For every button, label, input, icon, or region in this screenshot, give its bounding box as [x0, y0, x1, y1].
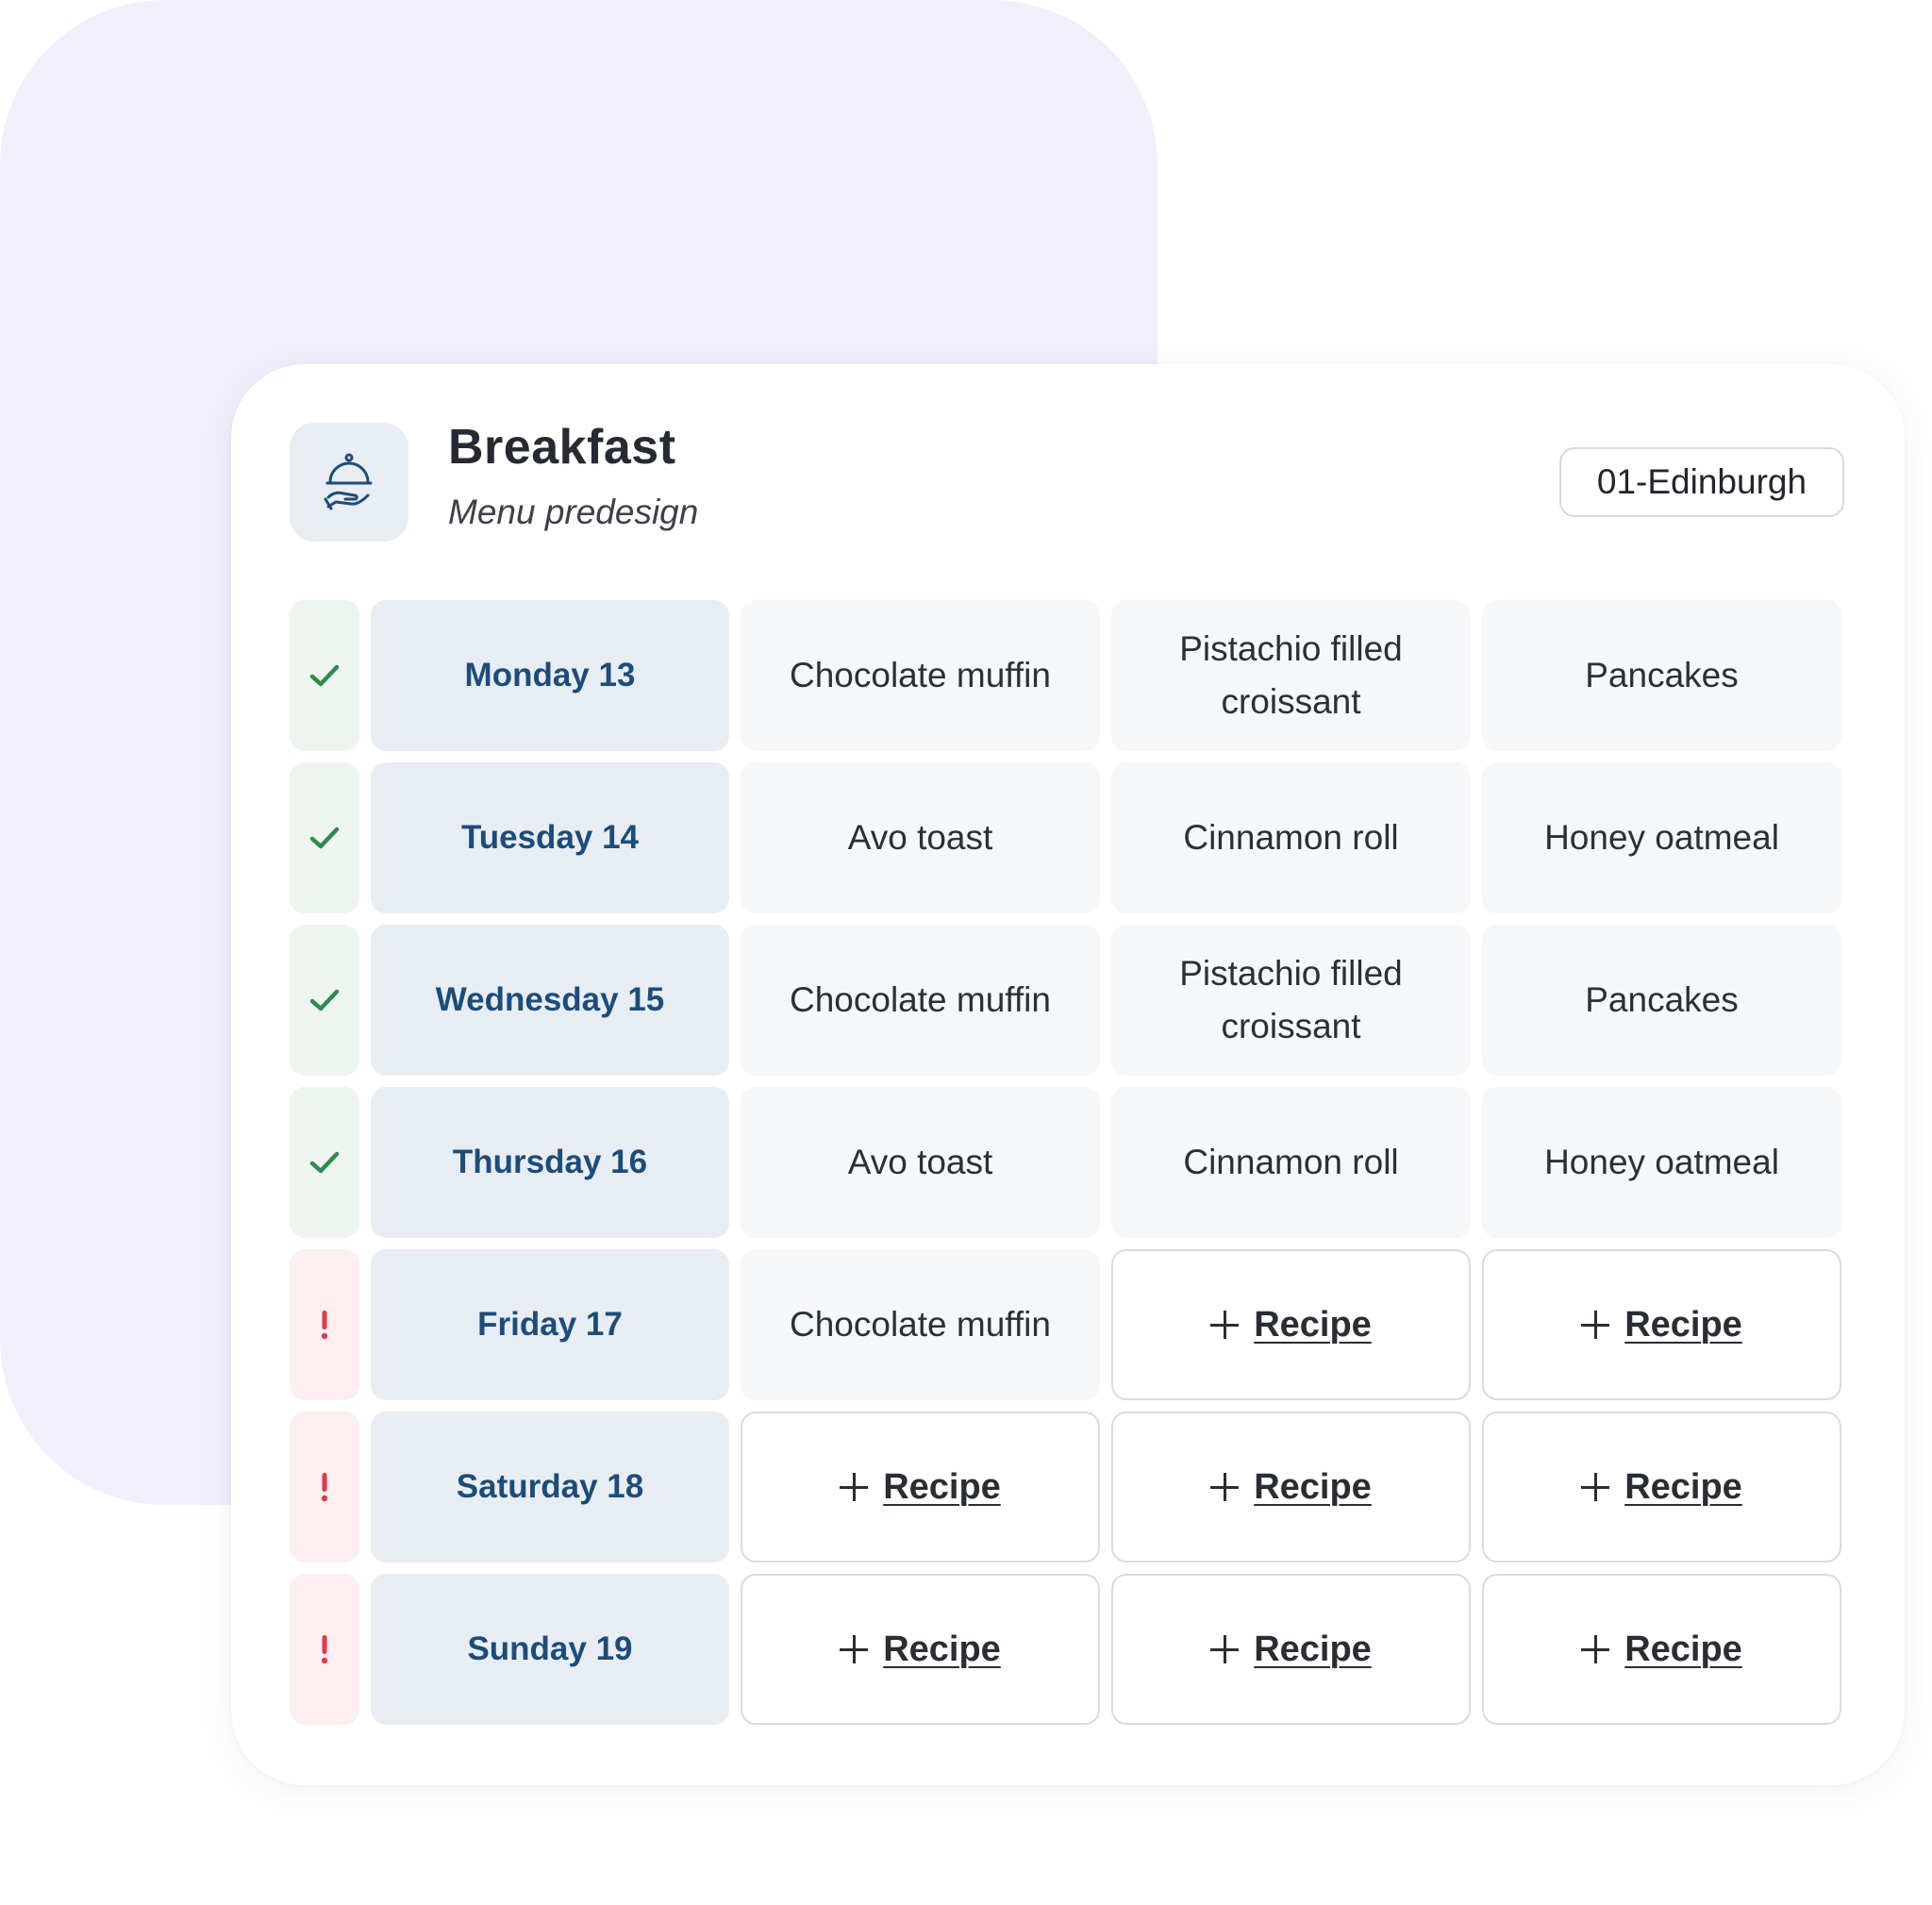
- status-complete: [290, 925, 359, 1076]
- status-incomplete: [290, 1574, 359, 1725]
- meal-cell[interactable]: Chocolate muffin: [741, 1249, 1100, 1400]
- add-recipe-button[interactable]: Recipe: [741, 1574, 1100, 1725]
- check-icon: [309, 1151, 340, 1174]
- header-icon-box: [290, 423, 408, 542]
- page-title: Breakfast: [448, 420, 676, 475]
- location-selector[interactable]: 01-Edinburgh: [1559, 447, 1844, 517]
- add-recipe-label: Recipe: [1624, 1304, 1742, 1345]
- add-recipe-label: Recipe: [1254, 1629, 1372, 1669]
- day-label: Wednesday 15: [371, 925, 729, 1076]
- meal-cell[interactable]: Pancakes: [1482, 600, 1841, 751]
- plus-icon: [1581, 1635, 1610, 1663]
- status-incomplete: [290, 1412, 359, 1562]
- plus-icon: [1581, 1473, 1610, 1501]
- meal-cell[interactable]: Honey oatmeal: [1482, 1087, 1841, 1238]
- menu-grid: Monday 13 Chocolate muffin Pistachio fille…: [290, 600, 1844, 1725]
- day-label: Friday 17: [371, 1249, 729, 1400]
- plus-icon: [840, 1473, 869, 1501]
- plus-icon: [1210, 1473, 1240, 1501]
- meal-cell[interactable]: Pistachio filled croissant: [1111, 600, 1471, 751]
- meal-cell[interactable]: Honey oatmeal: [1482, 762, 1841, 913]
- meal-cell[interactable]: Cinnamon roll: [1111, 1087, 1471, 1238]
- status-complete: [290, 1087, 359, 1238]
- meal-cell[interactable]: Pancakes: [1482, 925, 1841, 1076]
- menu-row: Sunday 19 Recipe Recipe Recipe: [290, 1574, 1844, 1725]
- menu-row: Friday 17 Chocolate muffin Recipe Recipe: [290, 1249, 1844, 1400]
- meal-cell[interactable]: Avo toast: [741, 1087, 1100, 1238]
- serving-cloche-icon: [324, 453, 373, 510]
- exclamation-icon: [321, 1311, 328, 1340]
- add-recipe-button[interactable]: Recipe: [1111, 1412, 1471, 1562]
- day-label: Sunday 19: [371, 1574, 729, 1725]
- status-complete: [290, 762, 359, 913]
- menu-row: Thursday 16 Avo toast Cinnamon roll Honey o…: [290, 1087, 1844, 1238]
- add-recipe-button[interactable]: Recipe: [1111, 1574, 1471, 1725]
- plus-icon: [1581, 1311, 1610, 1339]
- add-recipe-button[interactable]: Recipe: [741, 1412, 1100, 1562]
- exclamation-icon: [321, 1473, 328, 1502]
- add-recipe-button[interactable]: Recipe: [1482, 1412, 1841, 1562]
- add-recipe-button[interactable]: Recipe: [1482, 1574, 1841, 1725]
- add-recipe-label: Recipe: [1624, 1629, 1742, 1669]
- exclamation-icon: [321, 1635, 328, 1664]
- menu-card: Breakfast Menu predesign 01-Edinburgh Mo…: [231, 364, 1905, 1785]
- menu-row: Wednesday 15 Chocolate muffin Pistachio fi…: [290, 925, 1844, 1076]
- meal-cell[interactable]: Avo toast: [741, 762, 1100, 913]
- check-icon: [309, 989, 340, 1011]
- status-incomplete: [290, 1249, 359, 1400]
- check-icon: [309, 827, 340, 849]
- meal-cell[interactable]: Chocolate muffin: [741, 925, 1100, 1076]
- meal-cell[interactable]: Pistachio filled croissant: [1111, 925, 1471, 1076]
- plus-icon: [840, 1635, 869, 1663]
- day-label: Thursday 16: [371, 1087, 729, 1238]
- status-complete: [290, 600, 359, 751]
- day-label: Monday 13: [371, 600, 729, 751]
- add-recipe-label: Recipe: [1254, 1304, 1372, 1345]
- menu-row: Saturday 18 Recipe Recipe Recipe: [290, 1412, 1844, 1562]
- meal-cell[interactable]: Cinnamon roll: [1111, 762, 1471, 913]
- page-subtitle: Menu predesign: [448, 493, 699, 531]
- meal-cell[interactable]: Chocolate muffin: [741, 600, 1100, 751]
- day-label: Saturday 18: [371, 1412, 729, 1562]
- menu-row: Monday 13 Chocolate muffin Pistachio fille…: [290, 600, 1844, 751]
- add-recipe-label: Recipe: [1254, 1466, 1372, 1507]
- add-recipe-button[interactable]: Recipe: [1482, 1249, 1841, 1400]
- add-recipe-label: Recipe: [883, 1629, 1001, 1669]
- add-recipe-button[interactable]: Recipe: [1111, 1249, 1471, 1400]
- day-label: Tuesday 14: [371, 762, 729, 913]
- plus-icon: [1210, 1635, 1240, 1663]
- add-recipe-label: Recipe: [883, 1466, 1001, 1507]
- plus-icon: [1210, 1311, 1240, 1339]
- check-icon: [309, 664, 340, 687]
- add-recipe-label: Recipe: [1624, 1466, 1742, 1507]
- menu-row: Tuesday 14 Avo toast Cinnamon roll Honey oa…: [290, 762, 1844, 913]
